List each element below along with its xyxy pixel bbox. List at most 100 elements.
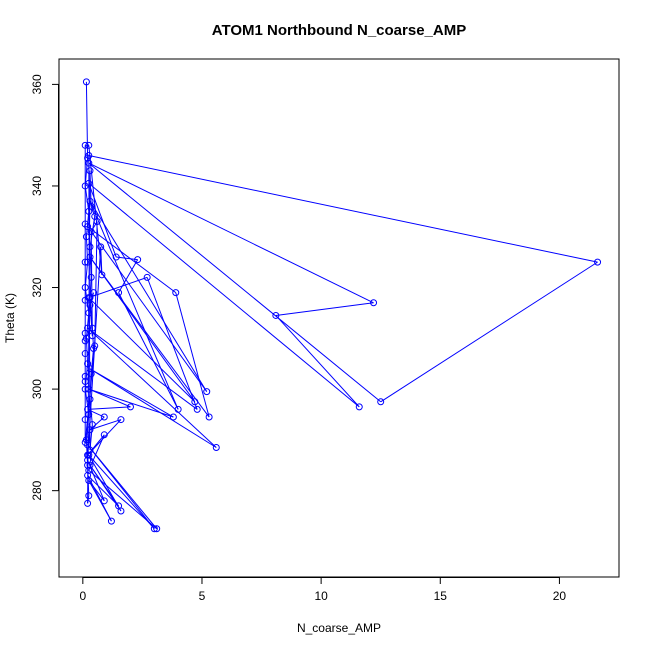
data-point [81, 329, 89, 337]
x-tick-label: 0 [79, 589, 86, 603]
y-axis: 280 300 320 340 360 [30, 74, 59, 501]
x-tick-label: 5 [199, 589, 206, 603]
data-point [81, 337, 89, 345]
series-segment [87, 226, 177, 294]
data-point [172, 289, 180, 297]
data-point [88, 324, 96, 332]
data-point [174, 405, 182, 413]
series-points [81, 78, 602, 533]
series-segment [89, 256, 196, 403]
series-segment [88, 388, 131, 408]
data-point [97, 243, 105, 251]
y-tick-label: 320 [30, 277, 44, 297]
data-point [85, 141, 93, 149]
data-point [191, 398, 199, 406]
series-segment [88, 454, 155, 530]
series-segment [116, 256, 138, 261]
series-segment [88, 276, 148, 299]
series-segment [88, 183, 360, 408]
data-point [86, 167, 94, 175]
data-point [87, 273, 95, 281]
series-segment [88, 297, 196, 403]
series-segment [89, 464, 119, 507]
data-point [81, 377, 89, 385]
series-segment [90, 221, 98, 232]
data-point [86, 197, 94, 205]
data-point [85, 179, 93, 187]
data-point [107, 517, 115, 525]
series-segment [88, 155, 598, 263]
series-segment [275, 315, 360, 408]
series-segment [118, 292, 179, 410]
data-point [81, 350, 89, 358]
data-point [212, 444, 220, 451]
data-point [100, 497, 108, 505]
x-tick-label: 10 [314, 589, 328, 603]
data-point [86, 365, 94, 373]
data-point [143, 273, 151, 281]
data-point [203, 388, 211, 396]
series-segment [175, 292, 210, 418]
chart-title: ATOM1 Northbound N_coarse_AMP [212, 22, 466, 39]
data-point [82, 78, 90, 86]
x-axis-label: N_coarse_AMP [297, 621, 381, 635]
series-segment [380, 261, 598, 403]
x-axis: 0 5 10 15 20 [79, 577, 566, 603]
data-point [112, 253, 120, 261]
data-point [93, 218, 101, 226]
series-segment [88, 480, 112, 522]
y-tick-label: 300 [30, 379, 44, 399]
data-point [100, 431, 108, 439]
series-segment [88, 162, 374, 304]
data-point [90, 289, 98, 297]
series-segment [87, 327, 217, 448]
data-point [153, 525, 161, 533]
series-segment [94, 221, 98, 346]
data-point [84, 461, 92, 469]
data-point [84, 499, 92, 507]
data-point [126, 403, 134, 411]
data-point [594, 258, 602, 266]
data-point [85, 477, 93, 485]
y-tick-label: 280 [30, 480, 44, 500]
data-point [81, 296, 89, 304]
data-point [117, 416, 125, 424]
data-point [81, 438, 89, 446]
data-point [86, 301, 94, 309]
series-segment [87, 406, 131, 410]
data-point [85, 159, 93, 167]
data-point [85, 385, 93, 393]
x-tick-label: 20 [553, 589, 567, 603]
data-point [81, 385, 89, 393]
data-point [81, 416, 89, 424]
data-point [85, 466, 93, 474]
data-point [86, 426, 94, 434]
series-segment [87, 444, 155, 530]
series-segment [87, 475, 119, 507]
y-tick-label: 340 [30, 176, 44, 196]
series-segment [89, 200, 208, 392]
series-segment [87, 226, 208, 392]
data-point [370, 299, 378, 307]
x-tick-label: 15 [434, 589, 448, 603]
series-segment [90, 206, 96, 217]
data-point [84, 405, 92, 413]
data-point [377, 398, 385, 406]
series-segment [84, 345, 96, 443]
data-point [86, 395, 94, 403]
data-point [134, 256, 142, 264]
data-point [86, 253, 94, 261]
series-segment [88, 434, 105, 471]
data-point [84, 471, 92, 479]
data-point [272, 311, 280, 319]
y-tick-label: 360 [30, 74, 44, 94]
series-segment [89, 201, 179, 410]
data-point [81, 372, 89, 380]
data-point [81, 284, 89, 292]
series-segment [89, 419, 122, 431]
series-segment [88, 388, 174, 418]
series-segment [118, 259, 139, 293]
y-axis-label: Theta (K) [3, 293, 17, 343]
data-point [85, 309, 93, 317]
